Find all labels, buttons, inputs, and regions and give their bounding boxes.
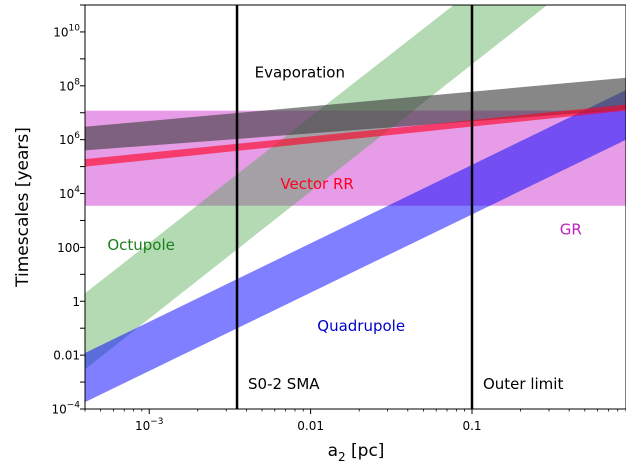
vline-label-s0-2-sma: S0-2 SMA xyxy=(248,375,320,393)
annotation-vector-rr: Vector RR xyxy=(280,175,353,193)
annotation-evaporation: Evaporation xyxy=(255,64,345,82)
y-tick-labels: 10−4 0.01 1 100 104 106 108 1010 xyxy=(51,23,80,416)
y-tick-label: 100 xyxy=(57,241,80,255)
annotation-quadrupole: Quadrupole xyxy=(317,317,405,335)
series-annotations: Evaporation Vector RR Octupole Quadrupole GR xyxy=(107,64,582,335)
axis-ticks xyxy=(80,4,626,414)
band-evaporation xyxy=(85,77,626,151)
x-tick-labels: 10−3 0.01 0.1 xyxy=(135,417,482,433)
y-tick-label: 1010 xyxy=(53,23,80,39)
y-tick-label: 104 xyxy=(59,185,80,201)
y-tick-label: 1 xyxy=(72,295,80,309)
y-tick-label: 10−4 xyxy=(51,401,80,417)
y-tick-label: 0.01 xyxy=(53,349,80,363)
vertical-lines xyxy=(235,5,474,409)
annotation-octupole: Octupole xyxy=(107,236,175,254)
plot-frame xyxy=(84,4,626,410)
y-tick-label: 106 xyxy=(59,131,80,147)
series-bands xyxy=(85,5,626,403)
x-axis-title: a2 [pc] xyxy=(328,441,385,463)
vline-label-outer-limit: Outer limit xyxy=(483,375,563,393)
band-quadrupole xyxy=(85,90,626,403)
y-tick-label: 108 xyxy=(59,77,80,93)
x-tick-label: 10−3 xyxy=(135,417,164,433)
y-axis-title: Timescales [years] xyxy=(13,127,33,288)
vertical-line-labels: S0-2 SMA Outer limit xyxy=(248,375,563,393)
x-tick-label: 0.01 xyxy=(297,419,324,433)
band-vector-rr xyxy=(85,104,626,167)
x-tick-label: 0.1 xyxy=(462,419,481,433)
annotation-gr: GR xyxy=(560,221,582,239)
